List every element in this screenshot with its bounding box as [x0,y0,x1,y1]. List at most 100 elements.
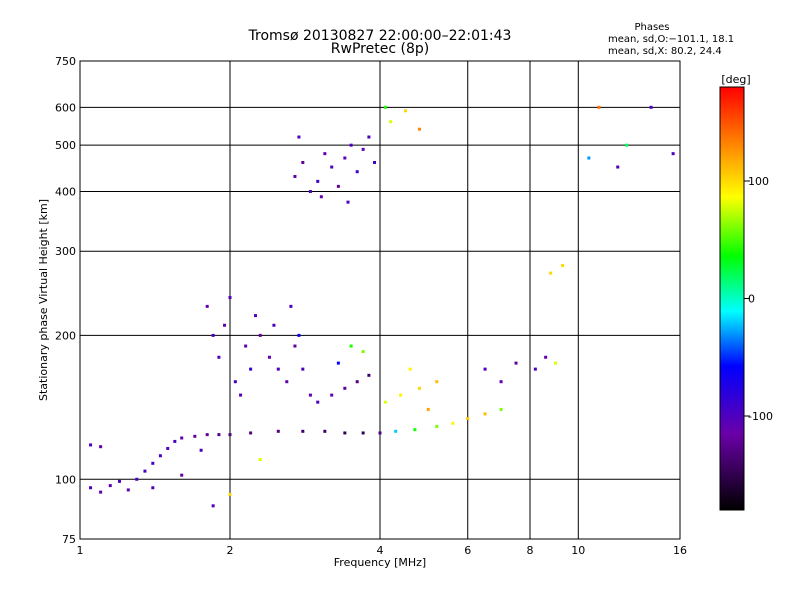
data-point [389,120,393,124]
data-point [336,184,340,188]
data-point [193,434,197,438]
data-point [346,200,350,204]
data-point [553,361,557,365]
data-point [426,407,430,411]
data-point [417,386,421,390]
data-point [361,431,365,435]
data-point [616,165,620,169]
data-point [383,400,387,404]
data-point [276,367,280,371]
colorbar-gradient [719,86,745,511]
data-point [373,160,377,164]
data-point [173,439,177,443]
data-point [361,350,365,354]
data-point [258,457,262,461]
data-point [349,344,353,348]
data-point [323,429,327,433]
data-point [499,407,503,411]
data-point [126,488,130,492]
data-point [158,454,162,458]
data-point [297,135,301,139]
data-point [408,367,412,371]
data-point [244,344,248,348]
data-point [217,355,221,359]
data-point [228,296,232,300]
data-point [99,445,103,449]
chart-title: Tromsø 20130827 22:00:00–22:01:43 [248,28,512,44]
data-point [249,367,253,371]
data-point [587,156,591,160]
data-point [205,304,209,308]
data-point [258,333,262,337]
y-axis-label: Stationary phase Virtual Height [km] [37,199,50,401]
phases-title: Phases [634,22,669,33]
x-tick-label: 2 [227,544,234,557]
data-point [151,461,155,465]
x-tick-label: 6 [464,544,471,557]
colorbar-tick-label: -100 [748,410,773,423]
y-tick-label: 200 [55,329,76,342]
y-tick-label: 75 [62,533,76,546]
data-point [378,431,382,435]
data-point [272,323,276,327]
data-point [483,412,487,416]
data-point [514,361,518,365]
data-point [233,380,237,384]
data-point [336,361,340,365]
x-tick-label: 10 [571,544,585,557]
data-point [399,393,403,397]
data-point [625,143,629,147]
data-point [89,443,93,447]
data-point [349,143,353,147]
data-point [330,165,334,169]
data-point [89,486,93,490]
data-point [117,479,121,483]
data-point [417,127,421,131]
y-tick-label: 300 [55,245,76,258]
data-point [544,355,548,359]
data-point [383,105,387,109]
data-point [367,373,371,377]
data-point [293,174,297,178]
data-point [597,105,601,109]
data-point [301,429,305,433]
x-axis-ticks: 1 2 4 6 8 10 16 [77,544,688,557]
data-point [267,355,271,359]
y-tick-label: 750 [55,55,76,68]
y-tick-label: 500 [55,139,76,152]
data-point [143,469,147,473]
data-point [285,380,289,384]
data-point [276,429,280,433]
data-point [355,170,359,174]
data-point [199,448,203,452]
data-point [466,417,470,421]
data-point [394,429,398,433]
data-point [561,264,565,268]
data-point [301,367,305,371]
data-point [249,431,253,435]
x-tick-label: 4 [377,544,384,557]
data-point [451,421,455,425]
data-point [649,105,653,109]
data-point [289,304,293,308]
data-point [343,156,347,160]
data-point [533,367,537,371]
data-point [151,486,155,490]
data-point [180,473,184,477]
data-point [293,344,297,348]
data-point [330,393,334,397]
data-point [253,314,257,318]
data-point [403,109,407,113]
y-tick-label: 600 [55,101,76,114]
data-point [361,147,365,151]
x-tick-label: 16 [673,544,687,557]
x-tick-label: 1 [77,544,84,557]
x-tick-label: 8 [527,544,534,557]
data-point [223,323,227,327]
data-point [319,195,323,199]
colorbar-tick-label: 100 [748,175,769,188]
data-point [316,179,320,183]
y-tick-label: 400 [55,185,76,198]
data-point [549,271,553,275]
